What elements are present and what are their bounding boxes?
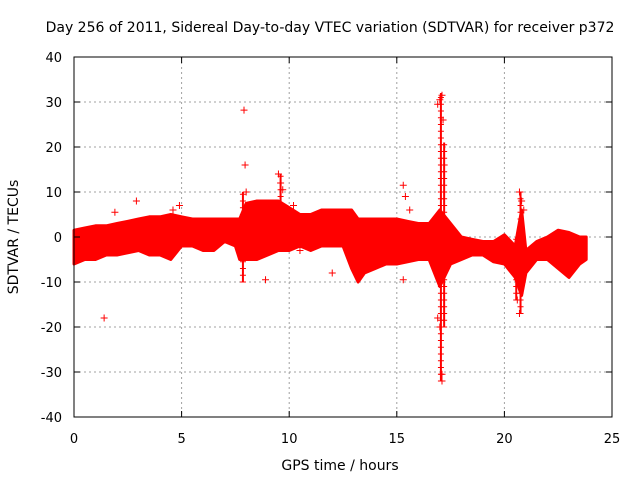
x-tick-label: 15 — [389, 432, 406, 447]
axis-ticks: 0 5 10 15 20 25 -40 -30 -20 -10 0 10 20 30 40 — [41, 51, 621, 447]
data-point — [100, 314, 108, 322]
data-point — [111, 208, 119, 216]
y-tick-label: -30 — [41, 366, 62, 381]
y-tick-label: 40 — [45, 51, 62, 66]
data-point — [401, 193, 409, 200]
data-point — [399, 276, 407, 284]
data-point — [290, 202, 298, 209]
data-point — [244, 202, 252, 209]
data-point — [440, 161, 448, 169]
data-band — [72, 199, 588, 297]
x-tick-label: 10 — [281, 432, 298, 447]
data-point — [520, 206, 528, 214]
y-tick-label: -40 — [41, 411, 62, 426]
data-point — [513, 296, 521, 304]
data-point — [434, 314, 442, 322]
data-point — [438, 91, 446, 99]
data-point — [438, 370, 446, 378]
data-point — [296, 247, 304, 254]
x-tick-label: 5 — [177, 432, 185, 447]
data-point — [518, 197, 526, 205]
y-tick-label: 30 — [45, 96, 62, 111]
data-point — [242, 188, 250, 196]
y-tick-label: -10 — [41, 276, 62, 291]
x-axis-label: GPS time / hours — [281, 458, 398, 474]
x-tick-label: 25 — [604, 432, 621, 447]
data-point — [434, 100, 442, 108]
data-point — [241, 161, 249, 169]
x-tick-label: 0 — [70, 432, 78, 447]
y-tick-label: 0 — [54, 231, 62, 246]
data-point — [439, 116, 447, 124]
chart-title: Day 256 of 2011, Sidereal Day-to-day VTE… — [46, 20, 615, 36]
x-tick-label: 20 — [496, 432, 513, 447]
data-point — [262, 276, 270, 284]
y-tick-label: -20 — [41, 321, 62, 336]
data-points — [72, 91, 588, 385]
data-point — [240, 106, 248, 114]
data-point — [279, 186, 287, 194]
data-point — [399, 181, 407, 189]
data-point — [436, 96, 444, 104]
data-point — [515, 188, 523, 196]
data-point — [175, 202, 183, 209]
data-point — [496, 238, 504, 245]
data-point — [515, 310, 523, 317]
data-point — [274, 170, 282, 178]
data-point — [438, 377, 446, 385]
data-point — [328, 269, 336, 277]
y-axis-label: SDTVAR / TECUs — [6, 180, 22, 295]
data-point — [169, 206, 177, 214]
y-tick-label: 10 — [45, 186, 62, 201]
data-point — [436, 323, 444, 331]
y-tick-label: 20 — [45, 141, 62, 156]
data-point — [277, 179, 285, 187]
data-point — [406, 206, 414, 214]
data-point — [132, 197, 140, 205]
